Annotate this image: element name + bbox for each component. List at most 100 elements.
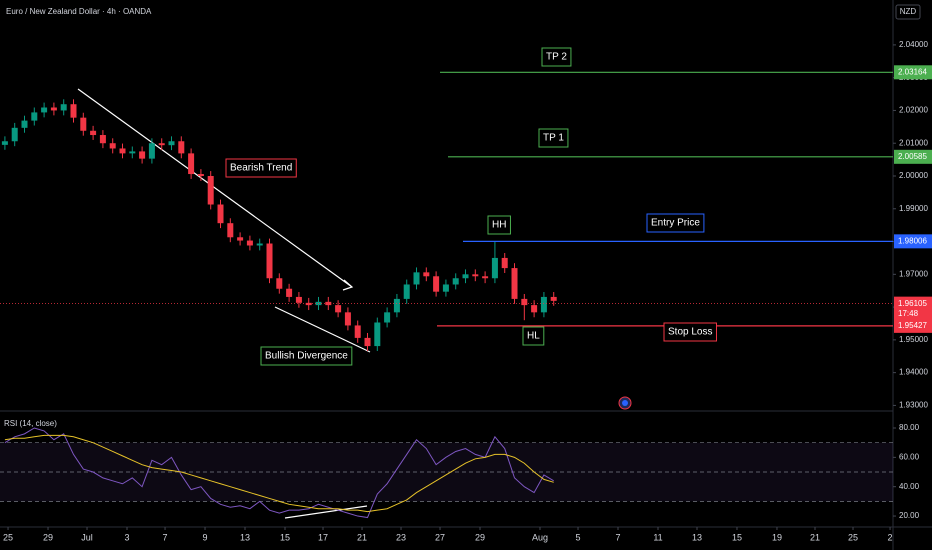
candle-body (217, 204, 224, 224)
x-tick-label: 15 (280, 532, 290, 542)
annotation-box (663, 322, 717, 342)
annotation-box (541, 47, 572, 67)
annotation-text: Entry Price (651, 218, 700, 229)
level-price-label: 1.95427 (898, 321, 927, 330)
candle-body (266, 243, 273, 279)
candle-body (31, 112, 38, 121)
candle-body (335, 305, 342, 313)
divergence-line (274, 306, 371, 353)
annotation-box (522, 326, 545, 346)
rsi-line (4, 427, 554, 519)
candle-body (80, 117, 87, 131)
y-tick-label: 1.95000 (899, 335, 928, 344)
candle-body (521, 298, 528, 306)
candle-body (246, 240, 253, 246)
x-tick-label: 23 (396, 532, 406, 542)
x-tick-label: 2 (888, 532, 893, 542)
event-icon-dot (622, 400, 628, 406)
level-price-label: 2.03164 (898, 67, 927, 76)
chart-title: Euro / New Zealand Dollar · 4h · OANDA (6, 7, 152, 16)
candle-body (413, 272, 420, 285)
candle-body (462, 274, 469, 279)
candle-body (256, 243, 263, 246)
candle-body (295, 296, 302, 303)
x-tick-label: 21 (357, 532, 367, 542)
candle-body (139, 151, 146, 159)
candle-body (188, 153, 195, 175)
rsi-title: RSI (14, close) (4, 419, 57, 428)
rsi-line (4, 434, 554, 513)
candle-body (129, 151, 136, 154)
candle-body (227, 223, 234, 238)
level-price-box (894, 149, 932, 164)
candle-body (286, 288, 293, 297)
y-tick-label: 2.02000 (899, 106, 928, 115)
annotation-text: HH (492, 220, 506, 231)
candle-body (178, 141, 185, 154)
candle-body (423, 272, 430, 277)
candle-body (344, 312, 351, 326)
candle-body (60, 104, 67, 111)
candle-body (119, 148, 126, 154)
x-tick-label: 3 (125, 532, 130, 542)
candle-body (511, 268, 518, 299)
candle-body (550, 296, 557, 301)
candle-body (384, 312, 391, 323)
x-tick-label: 21 (810, 532, 820, 542)
candle-body (158, 143, 165, 146)
y-tick-label: 40.00 (899, 482, 920, 491)
candle-body (452, 278, 459, 285)
candle-body (90, 130, 97, 136)
candle-body (501, 257, 508, 269)
x-tick-label: 9 (203, 532, 208, 542)
y-tick-label: 1.99000 (899, 204, 928, 213)
candle-body (531, 305, 538, 313)
candle-body (354, 325, 361, 338)
annotation-box (646, 213, 705, 233)
candle-body (276, 278, 283, 289)
x-tick-label: 19 (772, 532, 782, 542)
x-tick-label: 29 (475, 532, 485, 542)
current-price-label: 1.96105 (898, 299, 927, 308)
candle-body (11, 127, 18, 142)
candle-body (482, 276, 489, 279)
y-tick-label: 1.97000 (899, 269, 928, 278)
annotation-text: Stop Loss (668, 327, 712, 338)
x-tick-label: 5 (576, 532, 581, 542)
x-tick-label: 25 (3, 532, 13, 542)
annotation-text: Bullish Divergence (265, 351, 348, 362)
y-tick-label: 1.93000 (899, 401, 928, 410)
y-tick-label: 80.00 (899, 423, 920, 432)
x-tick-label: 11 (653, 532, 662, 542)
countdown-label: 17:48 (898, 309, 919, 318)
annotation-text: HL (527, 331, 540, 342)
x-tick-label: 7 (163, 532, 168, 542)
annotation-box (225, 158, 297, 178)
level-price-box (894, 234, 932, 249)
arrow-head (342, 279, 354, 291)
currency-box[interactable] (895, 4, 921, 20)
candle-body (305, 302, 312, 306)
candle-body (393, 298, 400, 313)
currency-label: NZD (900, 7, 917, 16)
y-tick-label: 2.00000 (899, 171, 928, 180)
annotation-box (260, 346, 353, 366)
y-tick-label: 2.01000 (899, 138, 928, 147)
candle-body (197, 174, 204, 176)
level-price-label: 1.98006 (898, 236, 927, 245)
y-tick-label: 2.04000 (899, 40, 928, 49)
x-tick-label: 15 (732, 532, 742, 542)
candle-body (70, 104, 77, 118)
level-price-box (894, 318, 932, 333)
level-price-box (894, 65, 932, 80)
y-tick-label: 60.00 (899, 452, 920, 461)
x-tick-label: 7 (615, 532, 620, 542)
candle-body (364, 337, 371, 347)
annotation-text: TP 2 (546, 52, 567, 63)
candle-body (491, 257, 498, 279)
candle-body (472, 274, 479, 277)
annotation-text: TP 1 (543, 133, 564, 144)
x-tick-label: Jul (81, 532, 93, 542)
level-price-label: 2.00585 (898, 152, 927, 161)
